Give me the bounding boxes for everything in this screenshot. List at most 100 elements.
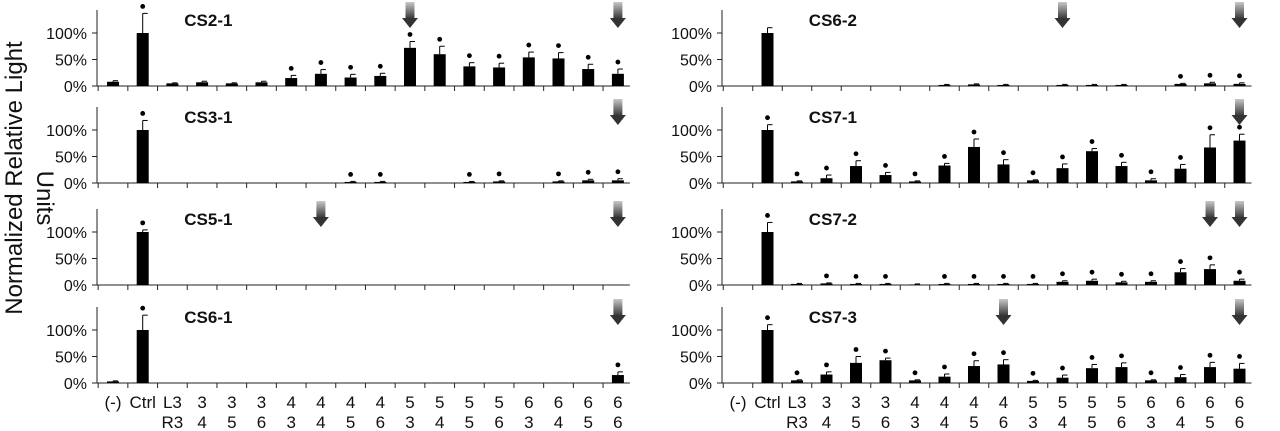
bar bbox=[1174, 377, 1187, 383]
x-category-label: 6 bbox=[583, 393, 592, 412]
bar bbox=[1145, 380, 1157, 383]
y-tick-label: 100% bbox=[671, 225, 712, 242]
x-category-sublabel: 6 bbox=[999, 413, 1008, 431]
significance-marker bbox=[1001, 150, 1006, 156]
bar bbox=[1233, 368, 1246, 383]
x-category-sublabel: 3 bbox=[405, 413, 414, 431]
significance-marker bbox=[765, 213, 770, 218]
significance-marker bbox=[140, 220, 146, 226]
significance-marker bbox=[1030, 370, 1036, 376]
bar bbox=[850, 362, 862, 383]
x-category-sublabel: 5 bbox=[969, 413, 978, 431]
significance-marker bbox=[1207, 352, 1213, 358]
significance-marker bbox=[824, 273, 829, 279]
highlight-arrow bbox=[1231, 99, 1248, 125]
x-category-label: 3 bbox=[881, 393, 890, 412]
x-category-sublabel: 6 bbox=[613, 413, 622, 431]
x-category-sublabel: 5 bbox=[465, 413, 474, 431]
x-category-label: 5 bbox=[494, 393, 503, 412]
bar bbox=[404, 47, 416, 86]
significance-marker bbox=[1237, 353, 1242, 359]
highlight-arrow bbox=[1231, 2, 1248, 28]
y-tick-label: 50% bbox=[55, 53, 87, 70]
bar bbox=[791, 283, 803, 285]
significance-marker bbox=[1060, 365, 1065, 371]
significance-marker bbox=[1178, 155, 1183, 160]
significance-marker bbox=[1237, 124, 1242, 130]
bar bbox=[1086, 151, 1098, 183]
bar bbox=[463, 181, 476, 183]
x-category-label: 5 bbox=[1117, 393, 1126, 412]
bar bbox=[968, 366, 980, 383]
significance-marker bbox=[556, 43, 561, 49]
x-category-sublabel: 6 bbox=[257, 413, 266, 431]
x-category-label: 3 bbox=[197, 393, 206, 412]
panel-title: CS2-1 bbox=[184, 11, 232, 30]
highlight-arrow bbox=[1231, 299, 1248, 325]
x-category-sublabel: 4 bbox=[435, 413, 444, 431]
significance-marker bbox=[585, 169, 591, 175]
y-tick-label: 0% bbox=[689, 278, 712, 295]
x-category-sublabel: 4 bbox=[316, 413, 325, 431]
bar bbox=[1233, 83, 1246, 86]
y-tick-label: 100% bbox=[46, 323, 87, 340]
bar bbox=[997, 84, 1010, 86]
significance-marker bbox=[1001, 274, 1006, 279]
panel-title: CS6-1 bbox=[184, 308, 232, 327]
y-axis-title-line1: Normalized Relative Light bbox=[1, 41, 28, 315]
significance-marker bbox=[794, 171, 800, 177]
panel-cs6-1: 100%50%0%CS6-1(-) Ctrl L3R3343536434445465… bbox=[46, 299, 630, 431]
significance-marker bbox=[1237, 269, 1242, 275]
significance-marker bbox=[467, 53, 472, 59]
significance-marker bbox=[1060, 271, 1065, 277]
significance-marker bbox=[1207, 125, 1213, 131]
bar bbox=[285, 78, 298, 86]
y-tick-label: 0% bbox=[689, 376, 712, 393]
x-category-label: 6 bbox=[524, 393, 533, 412]
significance-marker bbox=[1178, 73, 1183, 79]
x-category-label: Ctrl bbox=[129, 393, 155, 412]
highlight-arrow bbox=[1202, 201, 1218, 227]
x-category-label: 5 bbox=[1087, 393, 1096, 412]
y-tick-label: 50% bbox=[55, 150, 87, 167]
significance-marker bbox=[853, 274, 859, 279]
bar bbox=[522, 57, 535, 86]
bar bbox=[968, 146, 980, 183]
bar bbox=[761, 232, 774, 285]
bar bbox=[909, 181, 921, 183]
bar bbox=[761, 130, 774, 183]
panel-title: CS6-2 bbox=[809, 11, 857, 30]
significance-marker bbox=[942, 274, 947, 279]
bar bbox=[909, 284, 921, 285]
x-category-sublabel: 4 bbox=[554, 413, 563, 431]
bar bbox=[1115, 166, 1128, 183]
x-category-label: 4 bbox=[286, 393, 295, 412]
bar bbox=[255, 82, 268, 86]
panel-title: CS5-1 bbox=[184, 210, 232, 229]
significance-marker bbox=[883, 274, 888, 279]
panel-title: CS3-1 bbox=[184, 108, 232, 127]
bar bbox=[938, 165, 951, 183]
x-category-sublabel: 6 bbox=[1117, 413, 1126, 431]
bar bbox=[879, 360, 892, 383]
x-category-label: (-) bbox=[730, 393, 747, 412]
x-category-sublabel: 4 bbox=[822, 413, 831, 431]
y-axis-title-line2: Units bbox=[31, 171, 58, 226]
significance-marker bbox=[765, 315, 770, 321]
bar bbox=[582, 69, 595, 86]
significance-marker bbox=[1178, 365, 1183, 370]
significance-marker bbox=[1060, 154, 1065, 160]
x-category-label: 3 bbox=[227, 393, 236, 412]
bar bbox=[820, 374, 833, 383]
significance-marker bbox=[1148, 271, 1154, 277]
significance-marker bbox=[1148, 169, 1154, 175]
bar bbox=[136, 33, 149, 86]
bar bbox=[552, 181, 565, 183]
significance-marker bbox=[942, 153, 947, 159]
significance-marker bbox=[140, 3, 146, 9]
bar bbox=[1204, 83, 1216, 86]
y-tick-label: 0% bbox=[689, 176, 712, 193]
significance-marker bbox=[377, 63, 383, 69]
x-category-label: L3 bbox=[163, 393, 182, 412]
bar bbox=[1115, 282, 1128, 285]
